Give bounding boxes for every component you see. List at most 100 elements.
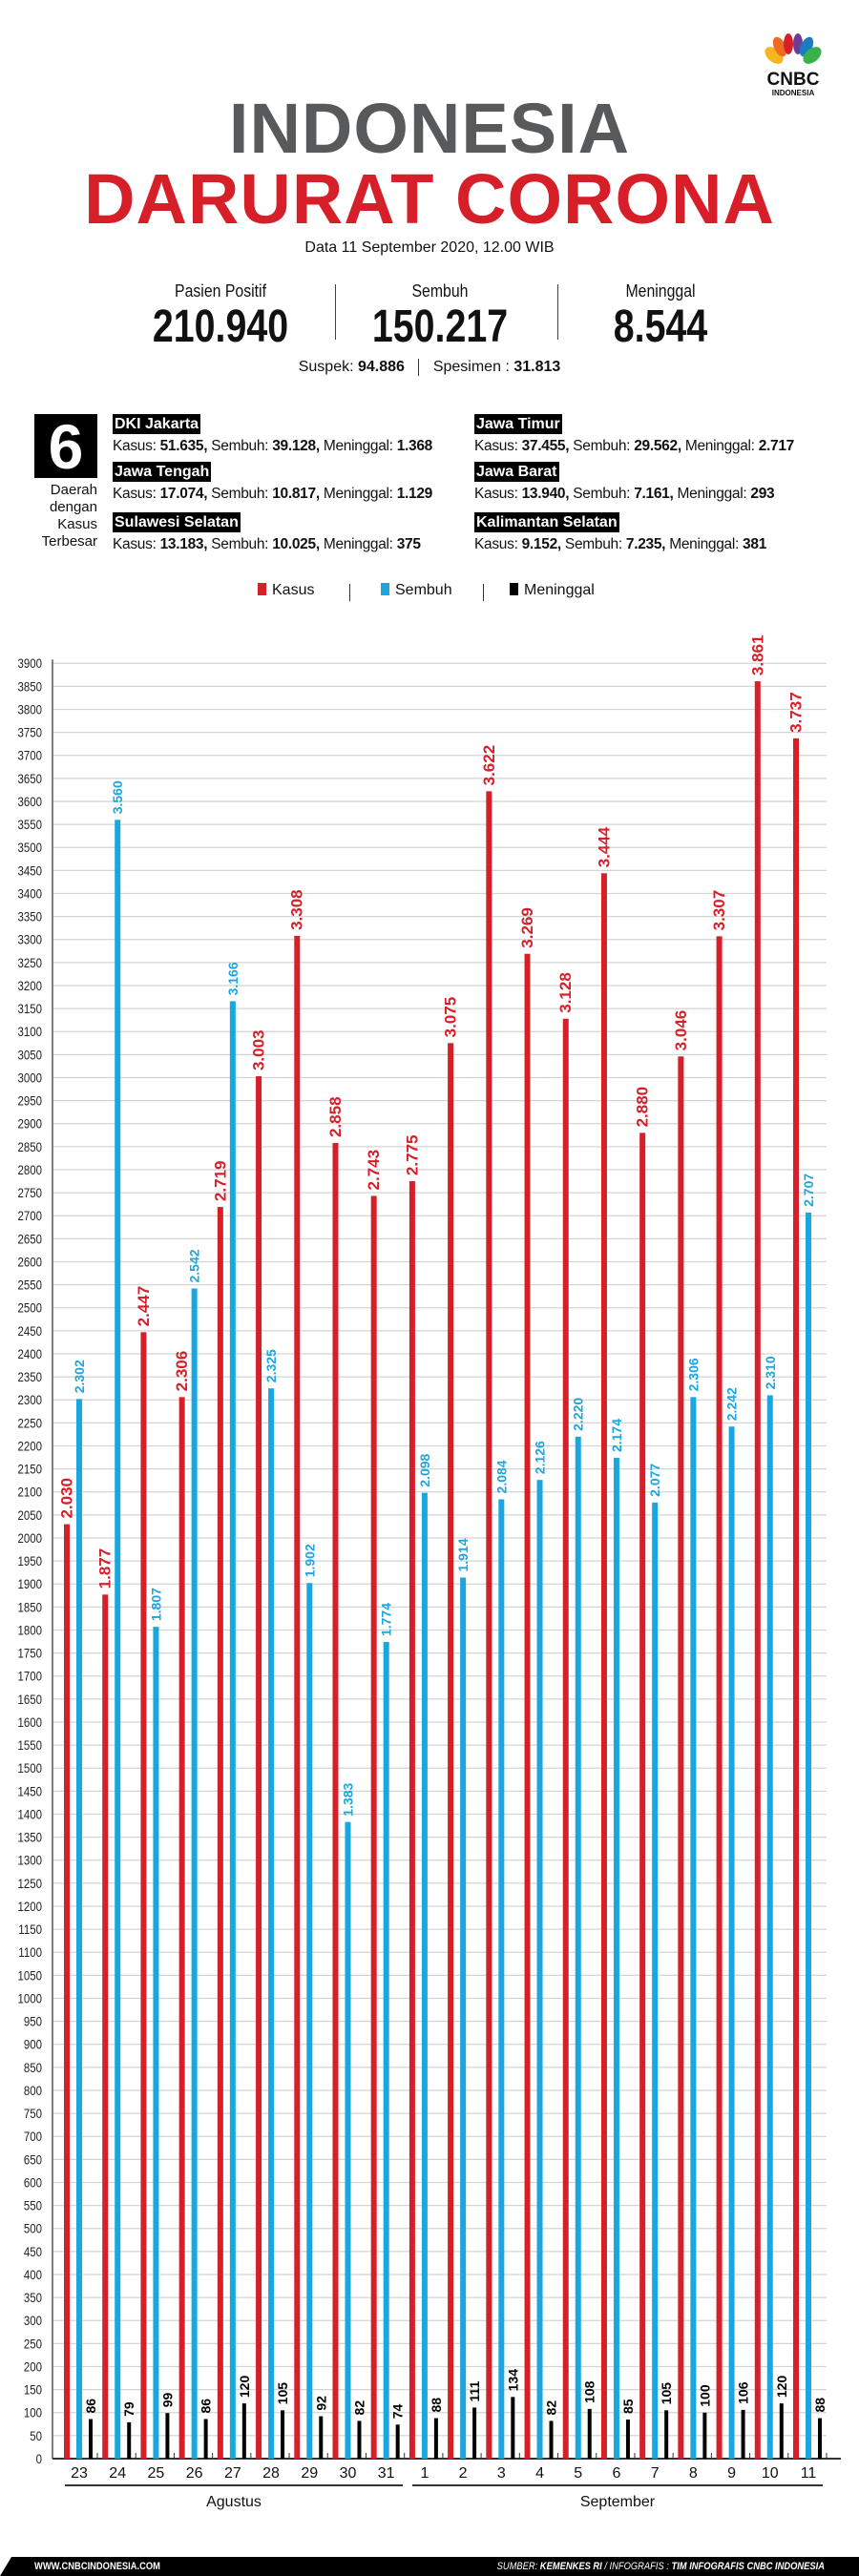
y-tick-label: 3600 bbox=[17, 794, 42, 809]
x-tick-label: 1 bbox=[420, 2465, 429, 2482]
y-tick-label: 2450 bbox=[17, 1323, 42, 1339]
meninggal-value: 1.368 bbox=[396, 438, 433, 454]
data-date: Data 11 September 2020, 12.00 WIB bbox=[304, 239, 555, 256]
kasus-label: Kasus: bbox=[474, 438, 518, 454]
suspek-spesimen-line: Suspek: 94.886 Spesimen : 31.813 bbox=[0, 359, 859, 376]
value-label-meninggal: 111 bbox=[467, 2380, 482, 2401]
divider bbox=[349, 584, 350, 601]
x-tick-label: 27 bbox=[224, 2465, 241, 2482]
bar-meninggal bbox=[165, 2413, 170, 2459]
footer-website[interactable]: WWW.CNBCINDONESIA.COM bbox=[34, 2561, 160, 2572]
svg-text:CNBC: CNBC bbox=[767, 70, 820, 90]
sembuh-label: Sembuh: bbox=[573, 438, 631, 454]
value-label-sembuh: 2.126 bbox=[533, 1441, 548, 1474]
y-tick-label: 2550 bbox=[17, 1278, 42, 1293]
value-label-meninggal: 88 bbox=[812, 2398, 828, 2413]
y-tick-label: 1700 bbox=[17, 1669, 42, 1684]
y-tick-label: 1150 bbox=[18, 1922, 42, 1937]
source-label: SUMBER: bbox=[496, 2561, 538, 2572]
y-tick-label: 550 bbox=[24, 2198, 42, 2213]
legend-swatch bbox=[510, 583, 518, 595]
meninggal-value: 2.717 bbox=[758, 438, 795, 454]
x-tick-label: 29 bbox=[301, 2465, 318, 2482]
x-tick-label: 3 bbox=[497, 2465, 506, 2482]
value-label-kasus: 3.444 bbox=[595, 826, 613, 867]
bar-sembuh bbox=[345, 1821, 351, 2459]
region-name: Jawa Tengah bbox=[113, 462, 212, 482]
value-label-meninggal: 134 bbox=[505, 2369, 520, 2392]
x-tick-label: 23 bbox=[71, 2465, 88, 2482]
bar-kasus bbox=[639, 1132, 646, 2459]
bar-meninggal bbox=[472, 2407, 477, 2459]
value-label-kasus: 3.003 bbox=[250, 1030, 268, 1071]
value-label-kasus: 2.306 bbox=[173, 1351, 191, 1392]
bar-sembuh bbox=[806, 1212, 811, 2459]
x-tick-label: 7 bbox=[651, 2465, 660, 2482]
bar-meninggal bbox=[625, 2419, 630, 2459]
caption-line: Kasus bbox=[57, 516, 97, 532]
stat-value: 210.940 bbox=[152, 301, 289, 352]
bar-kasus bbox=[256, 1076, 262, 2459]
bar-sembuh bbox=[498, 1499, 505, 2459]
legend-swatch bbox=[258, 583, 266, 595]
y-tick-label: 3250 bbox=[17, 955, 42, 970]
sembuh-value: 10.817, bbox=[272, 486, 320, 502]
y-tick-label: 3000 bbox=[17, 1070, 42, 1085]
y-tick-label: 1850 bbox=[17, 1599, 42, 1614]
kasus-label: Kasus: bbox=[113, 536, 157, 552]
x-tick-label: 31 bbox=[378, 2465, 395, 2482]
spesimen-label: Spesimen : bbox=[432, 359, 510, 376]
kasus-value: 51.635, bbox=[159, 438, 208, 454]
y-tick-label: 2050 bbox=[17, 1507, 42, 1523]
kasus-value: 13.183, bbox=[159, 536, 208, 552]
y-tick-label: 1250 bbox=[17, 1876, 42, 1891]
x-tick-label: 5 bbox=[574, 2465, 582, 2482]
value-label-sembuh: 2.310 bbox=[763, 1356, 778, 1389]
sembuh-value: 29.562, bbox=[634, 438, 681, 454]
meninggal-label: Meninggal: bbox=[677, 486, 747, 502]
value-label-sembuh: 1.383 bbox=[340, 1782, 355, 1816]
bar-meninggal bbox=[741, 2409, 745, 2459]
month-rule-september bbox=[412, 2484, 823, 2486]
meninggal-label: Meninggal: bbox=[669, 536, 740, 552]
x-tick-label: 26 bbox=[186, 2465, 203, 2482]
bar-meninggal bbox=[89, 2419, 93, 2459]
caption-line: dengan bbox=[49, 499, 97, 515]
y-tick-label: 750 bbox=[24, 2106, 42, 2121]
bar-meninggal bbox=[281, 2410, 285, 2459]
y-tick-label: 2850 bbox=[17, 1139, 42, 1154]
y-tick-label: 0 bbox=[36, 2451, 42, 2466]
sembuh-label: Sembuh: bbox=[211, 486, 269, 502]
value-label-meninggal: 100 bbox=[697, 2384, 712, 2407]
sembuh-value: 39.128, bbox=[272, 438, 320, 454]
y-tick-label: 250 bbox=[24, 2336, 42, 2351]
y-tick-label: 1400 bbox=[17, 1806, 42, 1821]
kasus-value: 13.940, bbox=[521, 486, 570, 502]
kasus-label: Kasus: bbox=[474, 486, 518, 502]
region-name: Kalimantan Selatan bbox=[474, 512, 619, 532]
bar-meninggal bbox=[241, 2403, 246, 2459]
value-label-kasus: 3.308 bbox=[288, 889, 306, 930]
value-label-kasus: 2.447 bbox=[135, 1286, 153, 1327]
y-tick-label: 2150 bbox=[17, 1462, 42, 1477]
bar-sembuh bbox=[268, 1388, 275, 2459]
bar-kasus bbox=[64, 1524, 70, 2459]
value-label-sembuh: 1.902 bbox=[302, 1544, 317, 1577]
legend-swatch bbox=[381, 583, 389, 595]
y-tick-label: 50 bbox=[30, 2428, 42, 2443]
y-tick-label: 3150 bbox=[17, 1001, 42, 1016]
caption-line: Daerah bbox=[50, 482, 97, 498]
bar-meninggal bbox=[779, 2403, 784, 2459]
bar-sembuh bbox=[460, 1577, 467, 2459]
y-tick-label: 2100 bbox=[17, 1485, 42, 1500]
y-tick-label: 3500 bbox=[17, 840, 42, 855]
bar-kasus bbox=[562, 1018, 569, 2459]
y-tick-label: 1550 bbox=[17, 1737, 42, 1753]
bar-meninggal bbox=[319, 2416, 324, 2459]
bar-kasus bbox=[370, 1195, 377, 2459]
value-label-sembuh: 2.707 bbox=[801, 1174, 816, 1207]
daily-cases-chart: 0 50 100 150 200 250 300 350 400 450 500 550 600 650 7… bbox=[17, 635, 841, 2482]
y-tick-label: 100 bbox=[24, 2405, 42, 2420]
bar-sembuh bbox=[115, 820, 121, 2459]
value-label-meninggal: 88 bbox=[429, 2398, 444, 2413]
